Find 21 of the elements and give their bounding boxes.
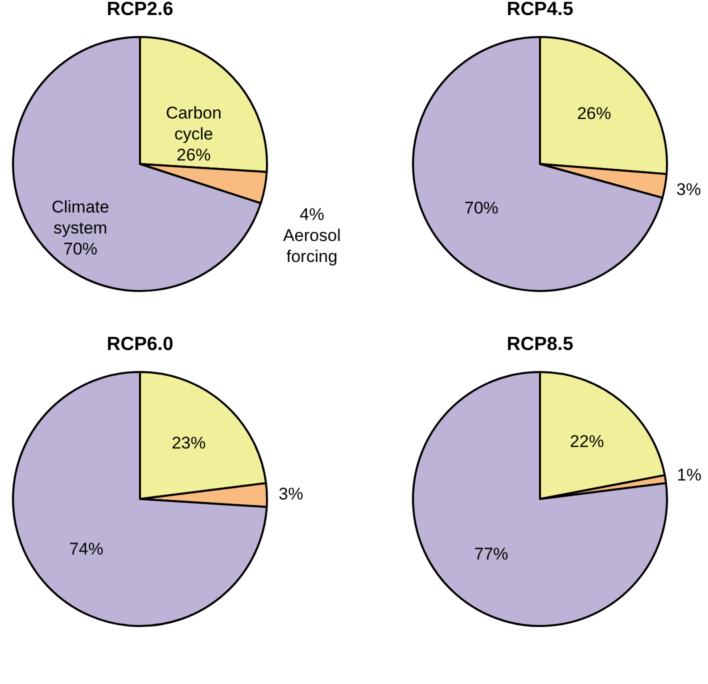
data-label: 26% <box>577 104 612 124</box>
data-label: 26% <box>176 146 211 165</box>
slice-label: Aerosol forcing <box>283 226 341 266</box>
data-label: 1% <box>676 465 702 484</box>
data-label: 77% <box>474 544 508 564</box>
data-label: 74% <box>69 539 104 558</box>
data-label: 4% <box>300 204 324 224</box>
slice-label: Climate system <box>52 197 110 238</box>
pie-slice <box>12 371 268 627</box>
slice-label: Carbon cycle <box>166 104 222 144</box>
data-label: 70% <box>464 198 498 218</box>
chart-title: RCP4.5 <box>506 0 574 20</box>
pie-slice <box>412 371 668 627</box>
data-label: 22% <box>570 432 604 452</box>
chart-title: RCP8.5 <box>506 334 574 355</box>
chart-title: RCP2.6 <box>106 0 174 20</box>
data-label: 70% <box>63 239 98 258</box>
data-label: 23% <box>172 434 206 453</box>
data-label: 3% <box>676 180 701 200</box>
chart-title: RCP6.0 <box>106 334 174 355</box>
data-label: 3% <box>278 484 304 504</box>
